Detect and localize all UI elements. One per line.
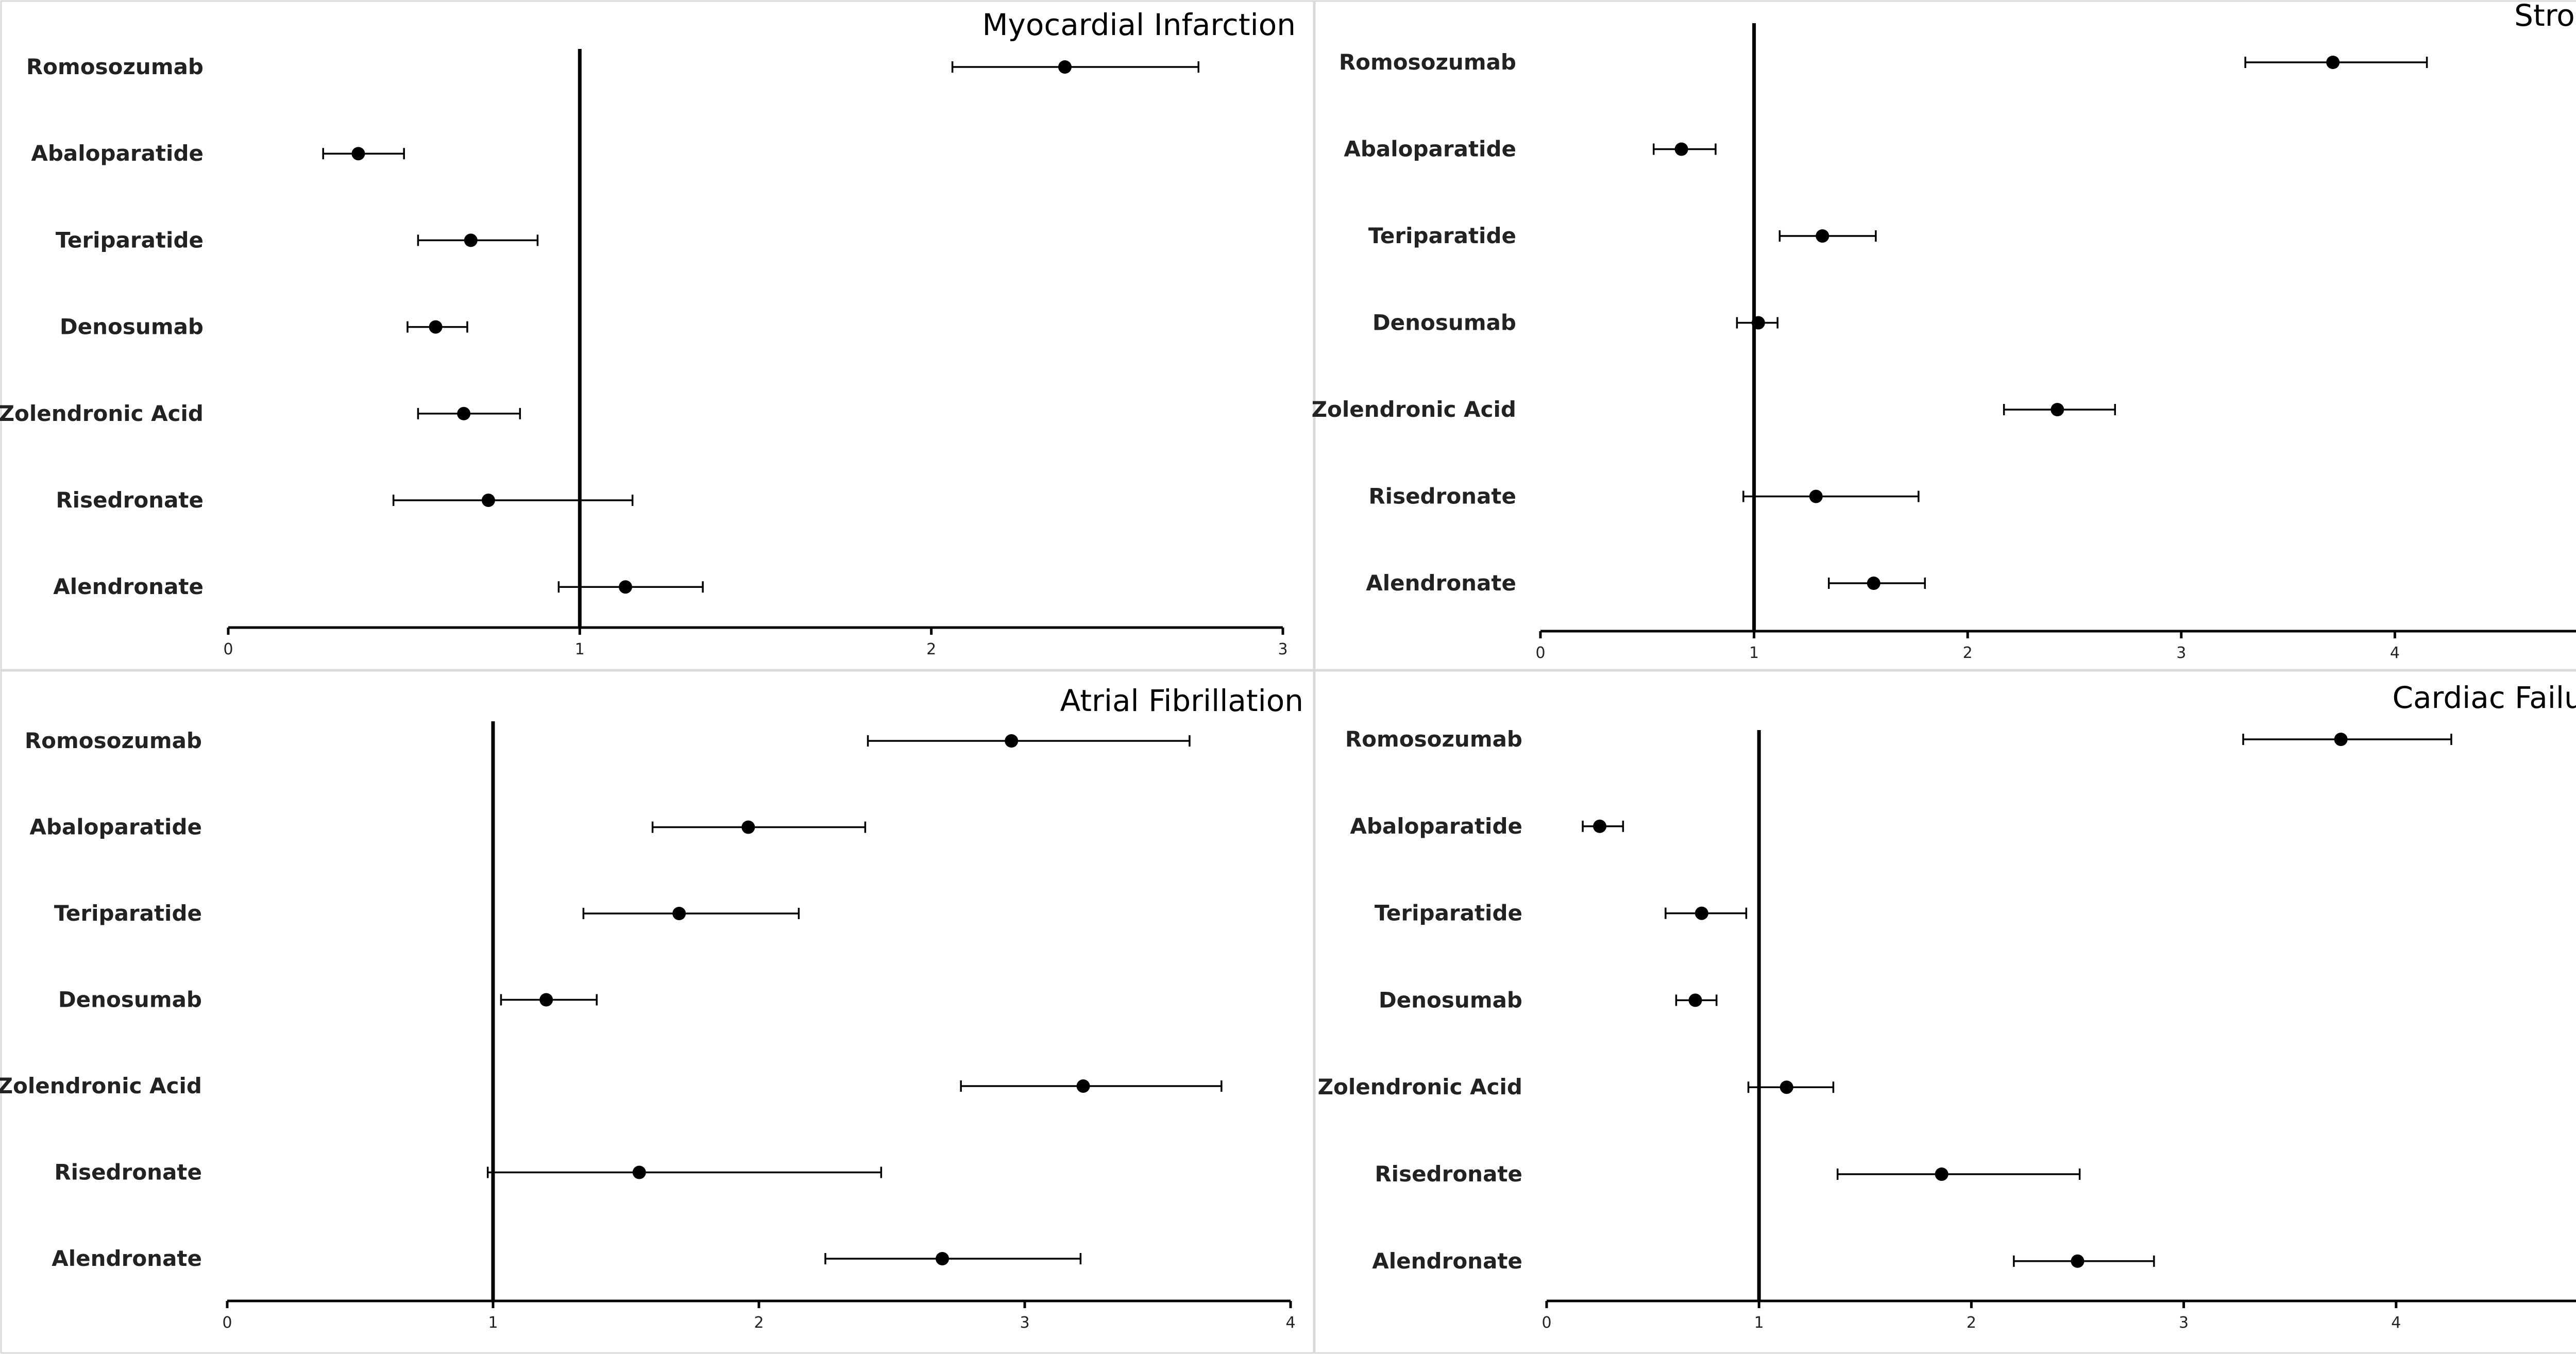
point-teriparatide — [1816, 229, 1829, 243]
category-label-abaloparatide: Abaloparatide — [1350, 814, 1522, 839]
category-label-teriparatide: Teriparatide — [1375, 901, 1522, 926]
x-tick-label: 2 — [754, 1314, 764, 1332]
chart-title: Myocardial Infarction — [982, 7, 1296, 42]
x-tick-label: 1 — [1749, 644, 1759, 662]
category-label-risedronate: Risedronate — [1375, 1161, 1522, 1187]
point-teriparatide — [464, 233, 478, 247]
category-label-denosumab: Denosumab — [1379, 987, 1522, 1012]
panel-cardiac-failure: Cardiac Failure012345RomosozumabAbalopar… — [1318, 680, 2576, 1332]
panel-border-3 — [0, 670, 1315, 1354]
panel-atrial-fibrillation: Atrial Fibrillation 0 1 2 3 4 Romosozumab Abalo… — [0, 683, 1303, 1332]
x-tick-label: 0 — [222, 1314, 232, 1332]
x-tick-label: 2 — [1967, 1314, 1976, 1332]
point-risedronate — [1935, 1167, 1948, 1181]
category-label-risedronate: Risedronate — [1368, 484, 1516, 509]
panel-myocardial-infarction: Myocardial Infarction 0 1 2 3 Romosozumab Abal… — [0, 7, 1296, 658]
point-alendronate — [1867, 577, 1880, 590]
category-label-alendronate: Alendronate — [53, 574, 204, 599]
chart-title: Cardiac Failure — [2393, 680, 2576, 715]
x-tick-label: 0 — [1535, 644, 1545, 662]
point-abaloparatide — [1674, 142, 1688, 156]
category-label-abaloparatide: Abaloparatide — [1344, 137, 1516, 162]
category-label-teriparatide: Teriparatide — [1368, 223, 1516, 248]
category-label-zolendronic-acid: Zolendronic Acid — [1318, 1074, 1522, 1099]
point-alendronate — [619, 580, 633, 594]
x-tick-label: 4 — [1285, 1314, 1295, 1332]
category-label-alendronate: Alendronate — [52, 1246, 202, 1271]
point-alendronate — [2071, 1254, 2084, 1268]
x-tick-label: 3 — [1020, 1314, 1029, 1332]
chart-title: Atrial Fibrillation — [1060, 683, 1303, 718]
x-tick-label: 1 — [488, 1314, 498, 1332]
x-tick-label: 0 — [223, 640, 233, 658]
x-tick-label: 4 — [2390, 644, 2400, 662]
category-label-abaloparatide: Abaloparatide — [31, 141, 204, 166]
category-label-denosumab: Denosumab — [1372, 310, 1516, 335]
point-risedronate — [481, 494, 495, 507]
point-romosozumab — [1005, 734, 1019, 748]
category-label-denosumab: Denosumab — [58, 987, 202, 1012]
category-label-denosumab: Denosumab — [60, 314, 204, 340]
point-denosumab — [1751, 316, 1765, 330]
point-risedronate — [632, 1165, 646, 1179]
panel-stroke: Stroke012345RomosozumabAbaloparatideTeri… — [1312, 0, 2576, 662]
panel-border-4 — [1314, 670, 2576, 1354]
category-label-zolendronic-acid: Zolendronic Acid — [1312, 397, 1516, 422]
x-tick-label: 2 — [1963, 644, 1973, 662]
point-zolendronic-acid — [1780, 1080, 1793, 1094]
category-label-zolendronic-acid: Zolendronic Acid — [0, 1073, 202, 1098]
category-label-teriparatide: Teriparatide — [56, 227, 204, 252]
point-romosozumab — [2326, 56, 2340, 69]
point-abaloparatide — [741, 820, 755, 834]
category-label-abaloparatide: Abaloparatide — [29, 815, 202, 840]
x-tick-label: 1 — [1754, 1314, 1764, 1332]
point-abaloparatide — [351, 147, 365, 161]
point-denosumab — [1688, 993, 1702, 1007]
category-label-teriparatide: Teriparatide — [54, 901, 202, 926]
x-tick-label: 0 — [1541, 1314, 1551, 1332]
category-label-alendronate: Alendronate — [1372, 1248, 1522, 1274]
point-teriparatide — [672, 907, 686, 920]
panel-border-2 — [1314, 0, 2576, 671]
point-risedronate — [1809, 489, 1823, 503]
point-denosumab — [429, 320, 443, 334]
point-zolendronic-acid — [2050, 403, 2064, 416]
point-alendronate — [936, 1252, 950, 1265]
category-label-romosozumab: Romosozumab — [1339, 49, 1516, 75]
x-tick-label: 3 — [2179, 1314, 2189, 1332]
x-tick-label: 1 — [575, 640, 585, 658]
category-label-romosozumab: Romosozumab — [1345, 726, 1522, 752]
category-label-risedronate: Risedronate — [56, 487, 204, 513]
category-label-zolendronic-acid: Zolendronic Acid — [0, 401, 204, 426]
category-label-romosozumab: Romosozumab — [26, 54, 204, 79]
point-abaloparatide — [1593, 819, 1607, 833]
x-tick-label: 3 — [1278, 640, 1287, 658]
x-tick-label: 3 — [2176, 644, 2186, 662]
category-label-alendronate: Alendronate — [1366, 570, 1516, 596]
x-tick-label: 4 — [2391, 1314, 2401, 1332]
point-zolendronic-acid — [1076, 1079, 1090, 1093]
point-teriparatide — [1694, 906, 1708, 920]
point-romosozumab — [1058, 60, 1072, 74]
point-zolendronic-acid — [457, 407, 471, 420]
point-romosozumab — [2334, 733, 2348, 746]
point-denosumab — [539, 993, 553, 1007]
category-label-risedronate: Risedronate — [54, 1160, 202, 1185]
chart-title: Stroke — [2514, 0, 2576, 33]
category-label-romosozumab: Romosozumab — [25, 728, 202, 753]
panel-border-1 — [0, 0, 1315, 671]
x-tick-label: 2 — [926, 640, 936, 658]
